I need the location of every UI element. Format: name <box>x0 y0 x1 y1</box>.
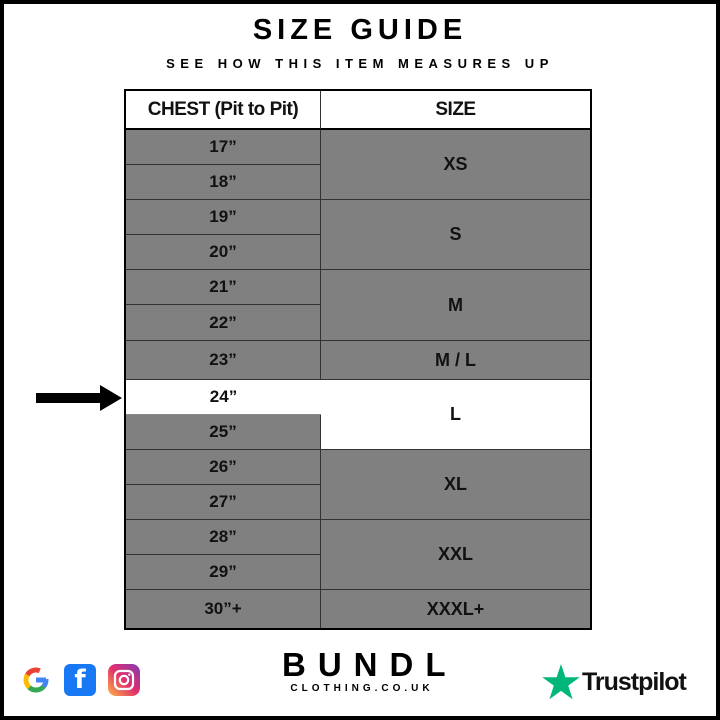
chest-cell: 26” <box>126 450 321 485</box>
chest-cell: 23” <box>126 341 321 380</box>
size-cell: S <box>321 200 590 270</box>
chest-cell: 22” <box>126 305 321 341</box>
chest-cell: 30”+ <box>126 590 321 628</box>
page-title: SIZE GUIDE <box>252 14 468 46</box>
google-icon[interactable] <box>20 664 52 696</box>
size-cell: XXXL+ <box>426 598 485 619</box>
chest-cell: 21” <box>126 270 321 305</box>
instagram-icon[interactable] <box>108 664 140 696</box>
header-chest: CHEST (Pit to Pit) <box>126 91 321 130</box>
size-cell: XL <box>321 450 590 520</box>
star-icon <box>542 664 580 700</box>
chest-cell: 18” <box>126 165 321 200</box>
chest-cell-highlighted: 24” <box>126 380 321 415</box>
brand-logo: BUNDL CLOTHING.CO.UK <box>270 646 458 695</box>
chest-cell: 17” <box>126 130 321 165</box>
header-size: SIZE <box>321 91 590 130</box>
size-cell: M <box>321 270 590 341</box>
chest-cell: 25” <box>126 415 321 450</box>
arrow-right-icon <box>36 385 122 411</box>
size-cell-highlighted: L <box>321 380 590 450</box>
chest-cell: 19” <box>126 200 321 235</box>
trustpilot-label: Trustpilot <box>582 667 687 696</box>
chest-cell: 27” <box>126 485 321 520</box>
brand-url: CLOTHING.CO.UK <box>290 683 434 694</box>
brand-name: BUNDL <box>282 646 458 683</box>
chest-cell: 29” <box>126 555 321 590</box>
facebook-icon[interactable]: f <box>64 664 96 696</box>
chest-cell: 20” <box>126 235 321 270</box>
size-cell: XXL <box>321 520 590 590</box>
subtitle: SEE HOW THIS ITEM MEASURES UP <box>166 56 554 71</box>
trustpilot-logo[interactable]: Trustpilot <box>542 664 687 700</box>
chest-cell: 28” <box>126 520 321 555</box>
social-icons: f <box>20 664 140 696</box>
size-table: CHEST (Pit to Pit) SIZE 17” 18” 19” 20” … <box>124 89 592 630</box>
size-cell: XS <box>321 130 590 200</box>
size-cell: M / L <box>321 341 590 380</box>
